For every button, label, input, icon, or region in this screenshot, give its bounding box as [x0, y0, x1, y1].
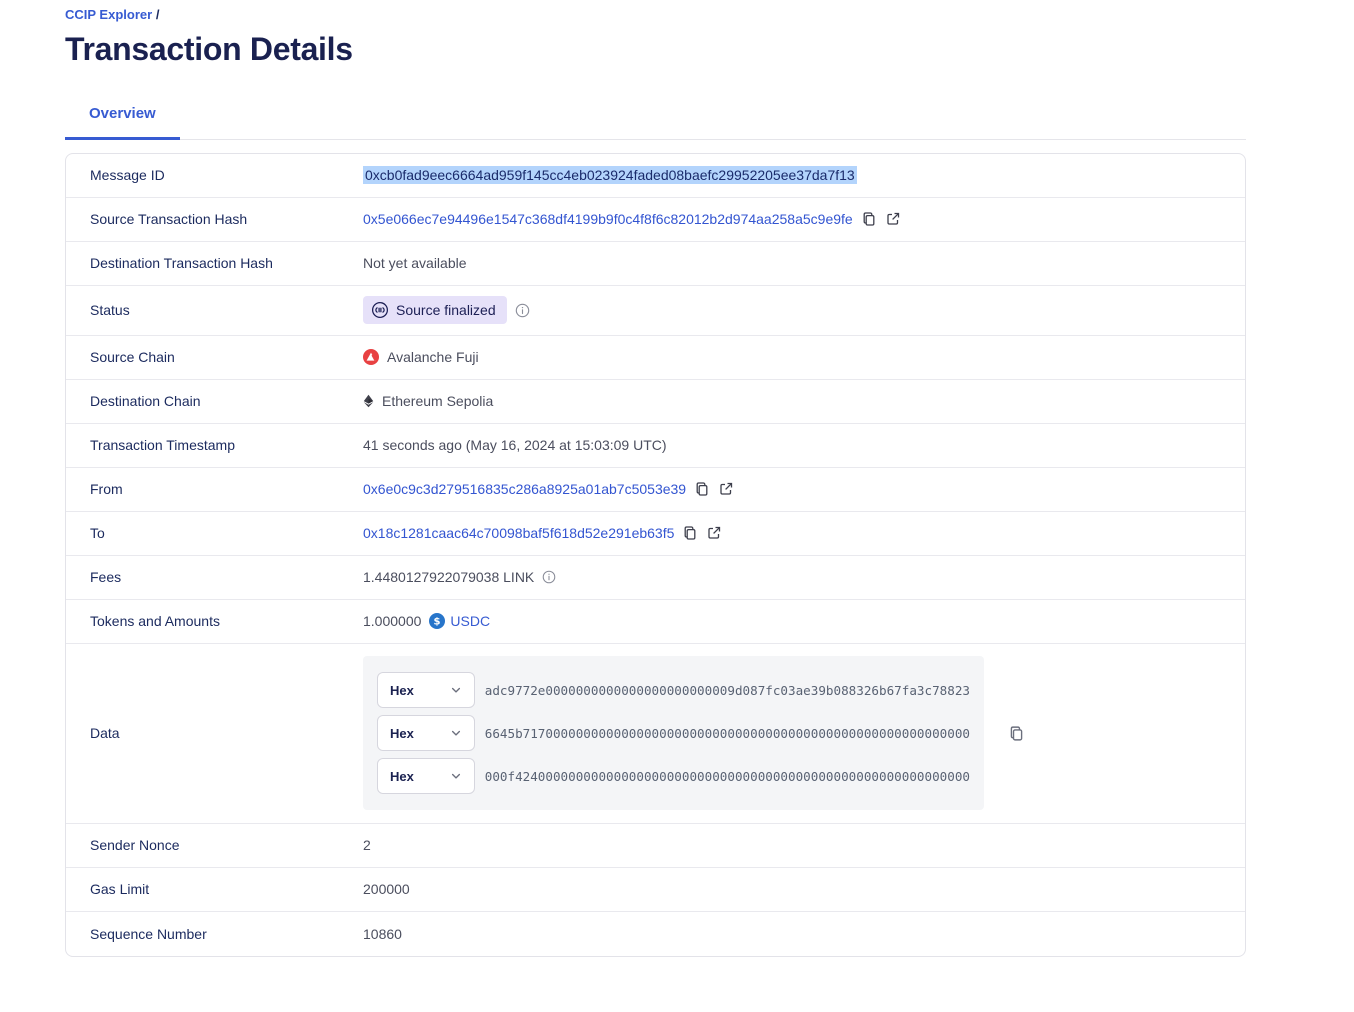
message-id-label: Message ID [90, 167, 165, 184]
tab-bar: Overview [65, 105, 1246, 140]
data-format-value: Hex [390, 682, 414, 698]
fees-value: 1.4480127922079038 LINK [363, 569, 535, 586]
data-format-select[interactable]: Hex [377, 758, 475, 795]
info-icon[interactable] [542, 570, 556, 584]
to-address-link[interactable]: 0x18c1281caac64c70098baf5f618d52e291eb63… [363, 525, 675, 542]
tokens-label: Tokens and Amounts [90, 613, 220, 630]
external-link-icon[interactable] [885, 211, 901, 227]
row-to: To 0x18c1281caac64c70098baf5f618d52e291e… [66, 512, 1245, 556]
row-message-id: Message ID 0xcb0fad9eec6664ad959f145cc4e… [66, 154, 1245, 198]
breadcrumb: CCIP Explorer / [65, 7, 1246, 22]
tab-overview[interactable]: Overview [65, 105, 180, 140]
transaction-details-page: CCIP Explorer / Transaction Details Over… [65, 7, 1246, 957]
status-badge: Source finalized [363, 296, 507, 325]
source-tx-hash-label: Source Transaction Hash [90, 211, 248, 228]
row-source-tx-hash: Source Transaction Hash 0x5e066ec7e94496… [66, 198, 1245, 242]
from-address-link[interactable]: 0x6e0c9c3d279516835c286a8925a01ab7c5053e… [363, 481, 687, 498]
dest-tx-hash-label: Destination Transaction Hash [90, 255, 273, 272]
chevron-down-icon [450, 770, 462, 782]
source-chain-value: Avalanche Fuji [387, 349, 479, 366]
token-amount-value: 1.000000 [363, 613, 422, 630]
row-data: Data Hex adc9772e00000000000000000000000… [66, 644, 1245, 824]
copy-icon[interactable] [1008, 725, 1025, 742]
data-format-select[interactable]: Hex [377, 672, 475, 709]
data-hex-line: 000f424000000000000000000000000000000000… [484, 768, 970, 784]
row-timestamp: Transaction Timestamp 41 seconds ago (Ma… [66, 424, 1245, 468]
data-hex-line: 6645b71700000000000000000000000000000000… [484, 725, 970, 741]
timestamp-label: Transaction Timestamp [90, 437, 235, 454]
row-gas-limit: Gas Limit 200000 [66, 868, 1245, 912]
breadcrumb-separator: / [155, 7, 160, 22]
token-link-usdc[interactable]: $ USDC [429, 613, 491, 630]
row-dest-tx-hash: Destination Transaction Hash Not yet ava… [66, 242, 1245, 286]
external-link-icon[interactable] [706, 525, 722, 541]
breadcrumb-link-ccip-explorer[interactable]: CCIP Explorer [65, 7, 153, 22]
data-line: Hex 6645b7170000000000000000000000000000… [377, 715, 970, 752]
status-badge-text: Source finalized [396, 302, 496, 319]
ethereum-logo [363, 393, 374, 409]
dest-tx-hash-value: Not yet available [363, 255, 467, 272]
fees-label: Fees [90, 569, 122, 586]
source-chain-label: Source Chain [90, 349, 175, 366]
copy-icon[interactable] [694, 481, 710, 497]
row-tokens-and-amounts: Tokens and Amounts 1.000000 $ USDC [66, 600, 1245, 644]
data-hex-line: adc9772e0000000000000000000000009d087fc0… [484, 682, 970, 698]
sequence-number-label: Sequence Number [90, 925, 207, 942]
row-from: From 0x6e0c9c3d279516835c286a8925a01ab7c… [66, 468, 1245, 512]
row-fees: Fees 1.4480127922079038 LINK [66, 556, 1245, 600]
copy-icon[interactable] [682, 525, 698, 541]
chevron-down-icon [450, 727, 462, 739]
row-sequence-number: Sequence Number 10860 [66, 912, 1245, 956]
sender-nonce-label: Sender Nonce [90, 837, 180, 854]
data-format-value: Hex [390, 768, 414, 784]
to-label: To [90, 525, 105, 542]
copy-icon[interactable] [861, 211, 877, 227]
timestamp-value: 41 seconds ago (May 16, 2024 at 15:03:09… [363, 437, 667, 454]
gas-limit-label: Gas Limit [90, 881, 150, 898]
source-tx-hash-link[interactable]: 0x5e066ec7e94496e1547c368df4199b9f0c4f8f… [363, 211, 853, 228]
message-id-value: 0xcb0fad9eec6664ad959f145cc4eb023924fade… [363, 166, 857, 185]
svg-text:$: $ [434, 617, 441, 628]
data-format-value: Hex [390, 725, 414, 741]
row-status: Status Source finalized [66, 286, 1245, 336]
page-title: Transaction Details [65, 31, 353, 67]
external-link-icon[interactable] [718, 481, 734, 497]
sender-nonce-value: 2 [363, 837, 371, 854]
row-dest-chain: Destination Chain Ethereum Sepolia [66, 380, 1245, 424]
sequence-number-value: 10860 [363, 925, 402, 942]
data-line: Hex 000f42400000000000000000000000000000… [377, 758, 970, 795]
dest-chain-value: Ethereum Sepolia [382, 393, 494, 410]
chevron-down-icon [450, 684, 462, 696]
row-source-chain: Source Chain Avalanche Fuji [66, 336, 1245, 380]
from-label: From [90, 481, 123, 498]
token-symbol: USDC [450, 613, 491, 630]
dest-chain-label: Destination Chain [90, 393, 201, 410]
data-format-select[interactable]: Hex [377, 715, 475, 752]
avalanche-logo [363, 349, 379, 366]
row-sender-nonce: Sender Nonce 2 [66, 824, 1245, 868]
data-panel: Hex adc9772e0000000000000000000000009d08… [363, 656, 984, 811]
data-line: Hex adc9772e0000000000000000000000009d08… [377, 672, 970, 709]
info-icon[interactable] [515, 303, 530, 318]
data-label: Data [90, 725, 120, 742]
usdc-logo: $ [429, 613, 446, 630]
broadcast-icon [371, 301, 389, 319]
status-label: Status [90, 302, 130, 319]
transaction-details-card: Message ID 0xcb0fad9eec6664ad959f145cc4e… [65, 152, 1246, 957]
gas-limit-value: 200000 [363, 881, 410, 898]
